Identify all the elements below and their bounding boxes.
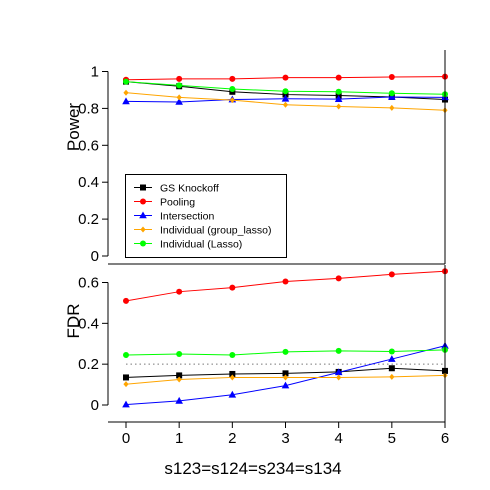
power-point-individual-group-lasso (336, 103, 342, 110)
power-point-intersection (175, 97, 183, 105)
power-point-pooling (388, 74, 395, 81)
legend-label-individual-group-lasso: Individual (group_lasso) (160, 225, 271, 237)
legend: GS Knockoff Pooling Intersection Individual… (125, 174, 287, 258)
x-axis-title: s123=s124=s234=s134 (164, 459, 341, 478)
fdr-y-tick-label: 0.6 (78, 275, 99, 292)
power-point-intersection (334, 95, 343, 102)
fdr-point-gs-knockoff (123, 374, 129, 381)
power-y-tick-label: 1 (91, 64, 99, 81)
fdr-point-pooling (335, 275, 342, 282)
fdr-point-intersection (175, 396, 183, 404)
power-point-individual-lasso (123, 78, 129, 85)
legend-marker-gs-knockoff (140, 184, 146, 191)
power-point-individual-lasso (282, 88, 289, 95)
power-point-individual-lasso (176, 82, 183, 89)
power-axis-title: Power (64, 103, 83, 152)
legend-label-intersection: Intersection (160, 211, 214, 223)
power-point-individual-lasso (229, 86, 236, 93)
power-y-tick-label: 0.6 (78, 137, 99, 154)
fdr-point-gs-knockoff (282, 370, 289, 377)
power-point-pooling (229, 75, 236, 82)
power-point-intersection (281, 94, 290, 102)
power-y-tick-label: 0 (91, 248, 99, 265)
x-tick-label: 0 (122, 430, 130, 447)
power-point-individual-lasso (335, 88, 342, 95)
power-point-pooling (176, 75, 183, 82)
fdr-point-individual-group-lasso (336, 374, 342, 381)
legend-marker-pooling (140, 198, 146, 205)
power-point-pooling (335, 74, 342, 81)
fdr-point-gs-knockoff (176, 372, 183, 379)
x-tick-label: 1 (175, 430, 183, 447)
fdr-point-intersection (281, 381, 290, 389)
fdr-point-intersection (388, 355, 396, 362)
fdr-point-individual-group-lasso (282, 374, 289, 381)
fdr-point-pooling (388, 271, 395, 278)
fdr-point-individual-group-lasso (389, 373, 395, 380)
power-point-gs-knockoff (282, 91, 289, 98)
fdr-panel: 0 0.2 0.4 0.6 0 1 2 3 4 5 6 (78, 265, 449, 447)
power-point-individual-group-lasso (282, 101, 289, 108)
x-tick-label: 5 (388, 430, 396, 447)
x-tick-label: 3 (281, 430, 289, 447)
power-point-individual-group-lasso (229, 97, 235, 104)
fdr-point-pooling (123, 297, 129, 304)
power-point-individual-group-lasso (389, 104, 395, 111)
fdr-point-pooling (176, 288, 183, 295)
power-point-pooling (282, 74, 289, 81)
fdr-point-gs-knockoff (229, 370, 236, 377)
legend-label-individual-lasso: Individual (Lasso) (160, 239, 242, 251)
legend-marker-intersection (139, 211, 147, 219)
fdr-point-individual-lasso (335, 347, 342, 354)
fdr-point-pooling (229, 284, 236, 291)
fdr-point-individual-lasso (229, 351, 236, 358)
fdr-point-individual-group-lasso (123, 381, 129, 388)
fdr-series-line-pooling (125, 270, 446, 302)
legend-label-pooling: Pooling (160, 197, 195, 209)
power-y-tick-label: 0.2 (78, 211, 99, 228)
power-panel: 0 0.2 0.4 0.6 0.8 1 (78, 50, 449, 265)
x-tick-label: 4 (334, 430, 342, 447)
fdr-point-intersection (334, 368, 343, 376)
fdr-point-intersection (122, 400, 130, 408)
fdr-point-individual-group-lasso (229, 374, 235, 381)
power-point-individual-group-lasso (123, 89, 129, 96)
fdr-point-intersection (228, 390, 237, 398)
fdr-point-pooling (282, 278, 289, 285)
fdr-point-gs-knockoff (388, 365, 395, 372)
fdr-point-individual-group-lasso (176, 376, 182, 383)
power-point-individual-group-lasso (176, 94, 182, 101)
legend-label-gs-knockoff: GS Knockoff (160, 183, 219, 195)
fdr-point-individual-lasso (176, 350, 183, 357)
legend-marker-individual-group-lasso (140, 226, 146, 233)
power-point-individual-lasso (388, 90, 395, 97)
power-point-intersection (122, 97, 130, 105)
fdr-y-tick-label: 0 (91, 397, 99, 414)
x-tick-label: 6 (441, 430, 449, 447)
power-y-tick-label: 0.4 (78, 174, 99, 191)
power-y-tick-label: 0.8 (78, 100, 99, 117)
x-tick-label: 2 (228, 430, 236, 447)
legend-box (125, 174, 287, 258)
fdr-point-individual-lasso (123, 351, 129, 358)
fdr-point-individual-lasso (282, 348, 289, 355)
power-point-intersection (388, 92, 396, 100)
fdr-point-individual-lasso (388, 348, 395, 355)
fdr-y-tick-label: 0.4 (78, 315, 99, 332)
fdr-axis-title: FDR (64, 304, 83, 339)
legend-marker-individual-lasso (140, 240, 146, 247)
fdr-y-tick-label: 0.2 (78, 356, 99, 373)
